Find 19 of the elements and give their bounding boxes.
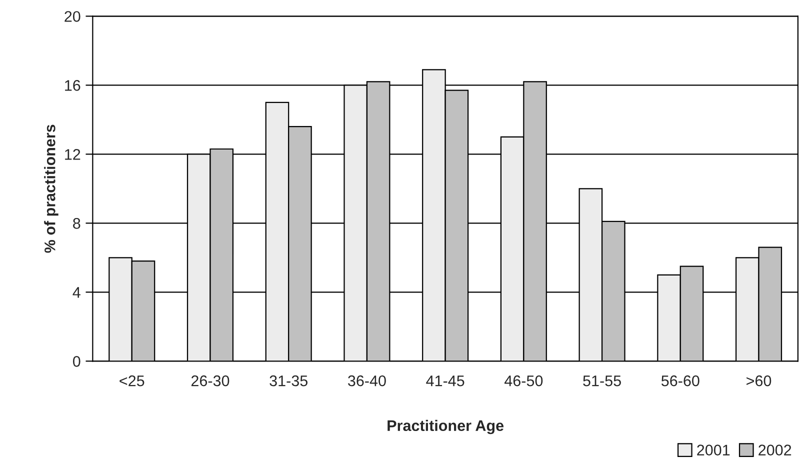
x-tick-label: 41-45 [426,376,464,386]
y-tick-label: 16 [65,80,80,91]
x-tick-label: 56-60 [661,375,700,386]
x-tick-label: <25 [120,375,144,386]
x-tick-label: 51-55 [583,376,621,386]
x-tick-label: 46-50 [504,375,543,386]
x-tick-label: 36-40 [348,375,386,386]
y-tick-label: 20 [64,11,80,22]
x-axis-title: Practitioner Age [388,420,504,434]
y-tick-label: 12 [65,149,80,160]
legend-label: 2001 [697,444,730,456]
y-tick-label: 4 [72,287,80,298]
x-tick-label: 26-30 [191,375,230,386]
x-tick-label: >60 [746,375,772,386]
y-tick-label: 8 [73,218,80,229]
legend-label: 2002 [758,444,792,456]
x-tick-label: 31-35 [270,375,308,386]
y-axis-title: % of practitioners [44,124,58,253]
y-tick-label: 0 [72,356,80,367]
